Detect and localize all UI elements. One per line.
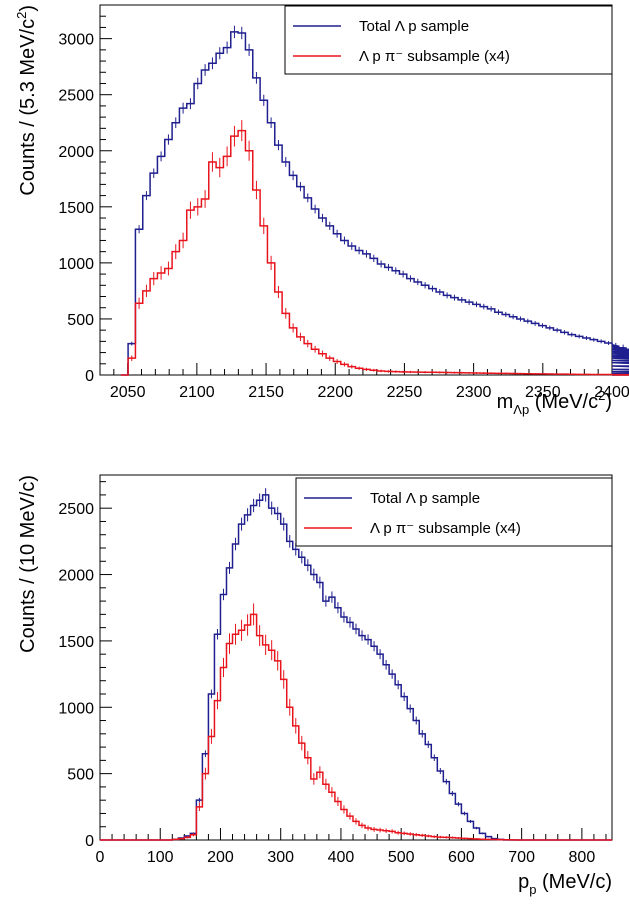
y-tick-label: 1000 — [58, 700, 94, 717]
x-tick-label: 2250 — [387, 384, 423, 401]
legend-box — [295, 477, 613, 547]
series-1-histogram-line — [100, 613, 612, 841]
x-tick-label: 700 — [508, 849, 535, 866]
x-tick-label: 2100 — [179, 384, 215, 401]
y-tick-label: 2500 — [58, 88, 94, 105]
x-tick-label: 2150 — [248, 384, 284, 401]
y-tick-label: 1500 — [58, 200, 94, 217]
plot-frame — [99, 4, 613, 376]
x-tick-label: 400 — [328, 849, 355, 866]
panel-bottom-momentum-histogram: 0 100 200 300 400 500 600 700 800 0 500 1000 1500 200… — [17, 474, 613, 897]
x-tick-label: 500 — [388, 849, 415, 866]
x-tick-label: 600 — [448, 849, 475, 866]
x-tick-label: 800 — [569, 849, 596, 866]
x-tick-label: 100 — [147, 849, 174, 866]
x-tick-label: 300 — [267, 849, 294, 866]
y-tick-label: 0 — [85, 833, 94, 850]
x-tick-label: 2200 — [317, 384, 353, 401]
y-tick-label: 3000 — [58, 32, 94, 49]
x-tick-label: 2400 — [594, 384, 629, 401]
panel-top-mass-histogram: 2050 2100 2150 2200 2250 2300 2350 2400 0 500 1000… — [14, 4, 629, 417]
series-0-histogram-line — [100, 494, 612, 841]
series-1-histogram-line — [120, 129, 629, 376]
series-0-histogram-line — [120, 31, 629, 376]
y-tick-label: 2000 — [58, 144, 94, 161]
x-tick-label: 200 — [207, 849, 234, 866]
legend-label-0: Total Λ p sample — [370, 490, 480, 507]
legend-label-1: Λ p π⁻ subsample (x4) — [359, 48, 510, 65]
legend-box — [284, 5, 613, 75]
legend-label-0: Total Λ p sample — [359, 18, 469, 35]
legend: Total Λ p sample Λ p π⁻ subsample (x4) — [284, 5, 613, 75]
y-tick-label: 2500 — [58, 501, 94, 518]
y-tick-label: 2000 — [58, 568, 94, 585]
legend-label-1: Λ p π⁻ subsample (x4) — [370, 520, 521, 537]
x-tick-label: 0 — [96, 849, 105, 866]
x-tick-label: 2350 — [525, 384, 561, 401]
y-tick-label: 500 — [67, 312, 94, 329]
y-tick-label: 1000 — [58, 256, 94, 273]
y-tick-label: 500 — [67, 767, 94, 784]
x-tick-label: 2300 — [456, 384, 492, 401]
x-axis-title: pp (MeV/c) — [518, 871, 612, 897]
y-tick-label: 0 — [85, 368, 94, 385]
y-axis-title: Counts / (5.3 MeV/c2) — [14, 5, 39, 196]
plot-frame — [99, 474, 613, 841]
x-tick-label: 2050 — [110, 384, 146, 401]
x-axis-title: mΛp (MeV/c2) — [497, 388, 612, 417]
y-axis-title: Counts / (10 MeV/c) — [17, 475, 39, 653]
y-tick-label: 1500 — [58, 634, 94, 651]
legend: Total Λ p sample Λ p π⁻ subsample (x4) — [295, 477, 613, 547]
